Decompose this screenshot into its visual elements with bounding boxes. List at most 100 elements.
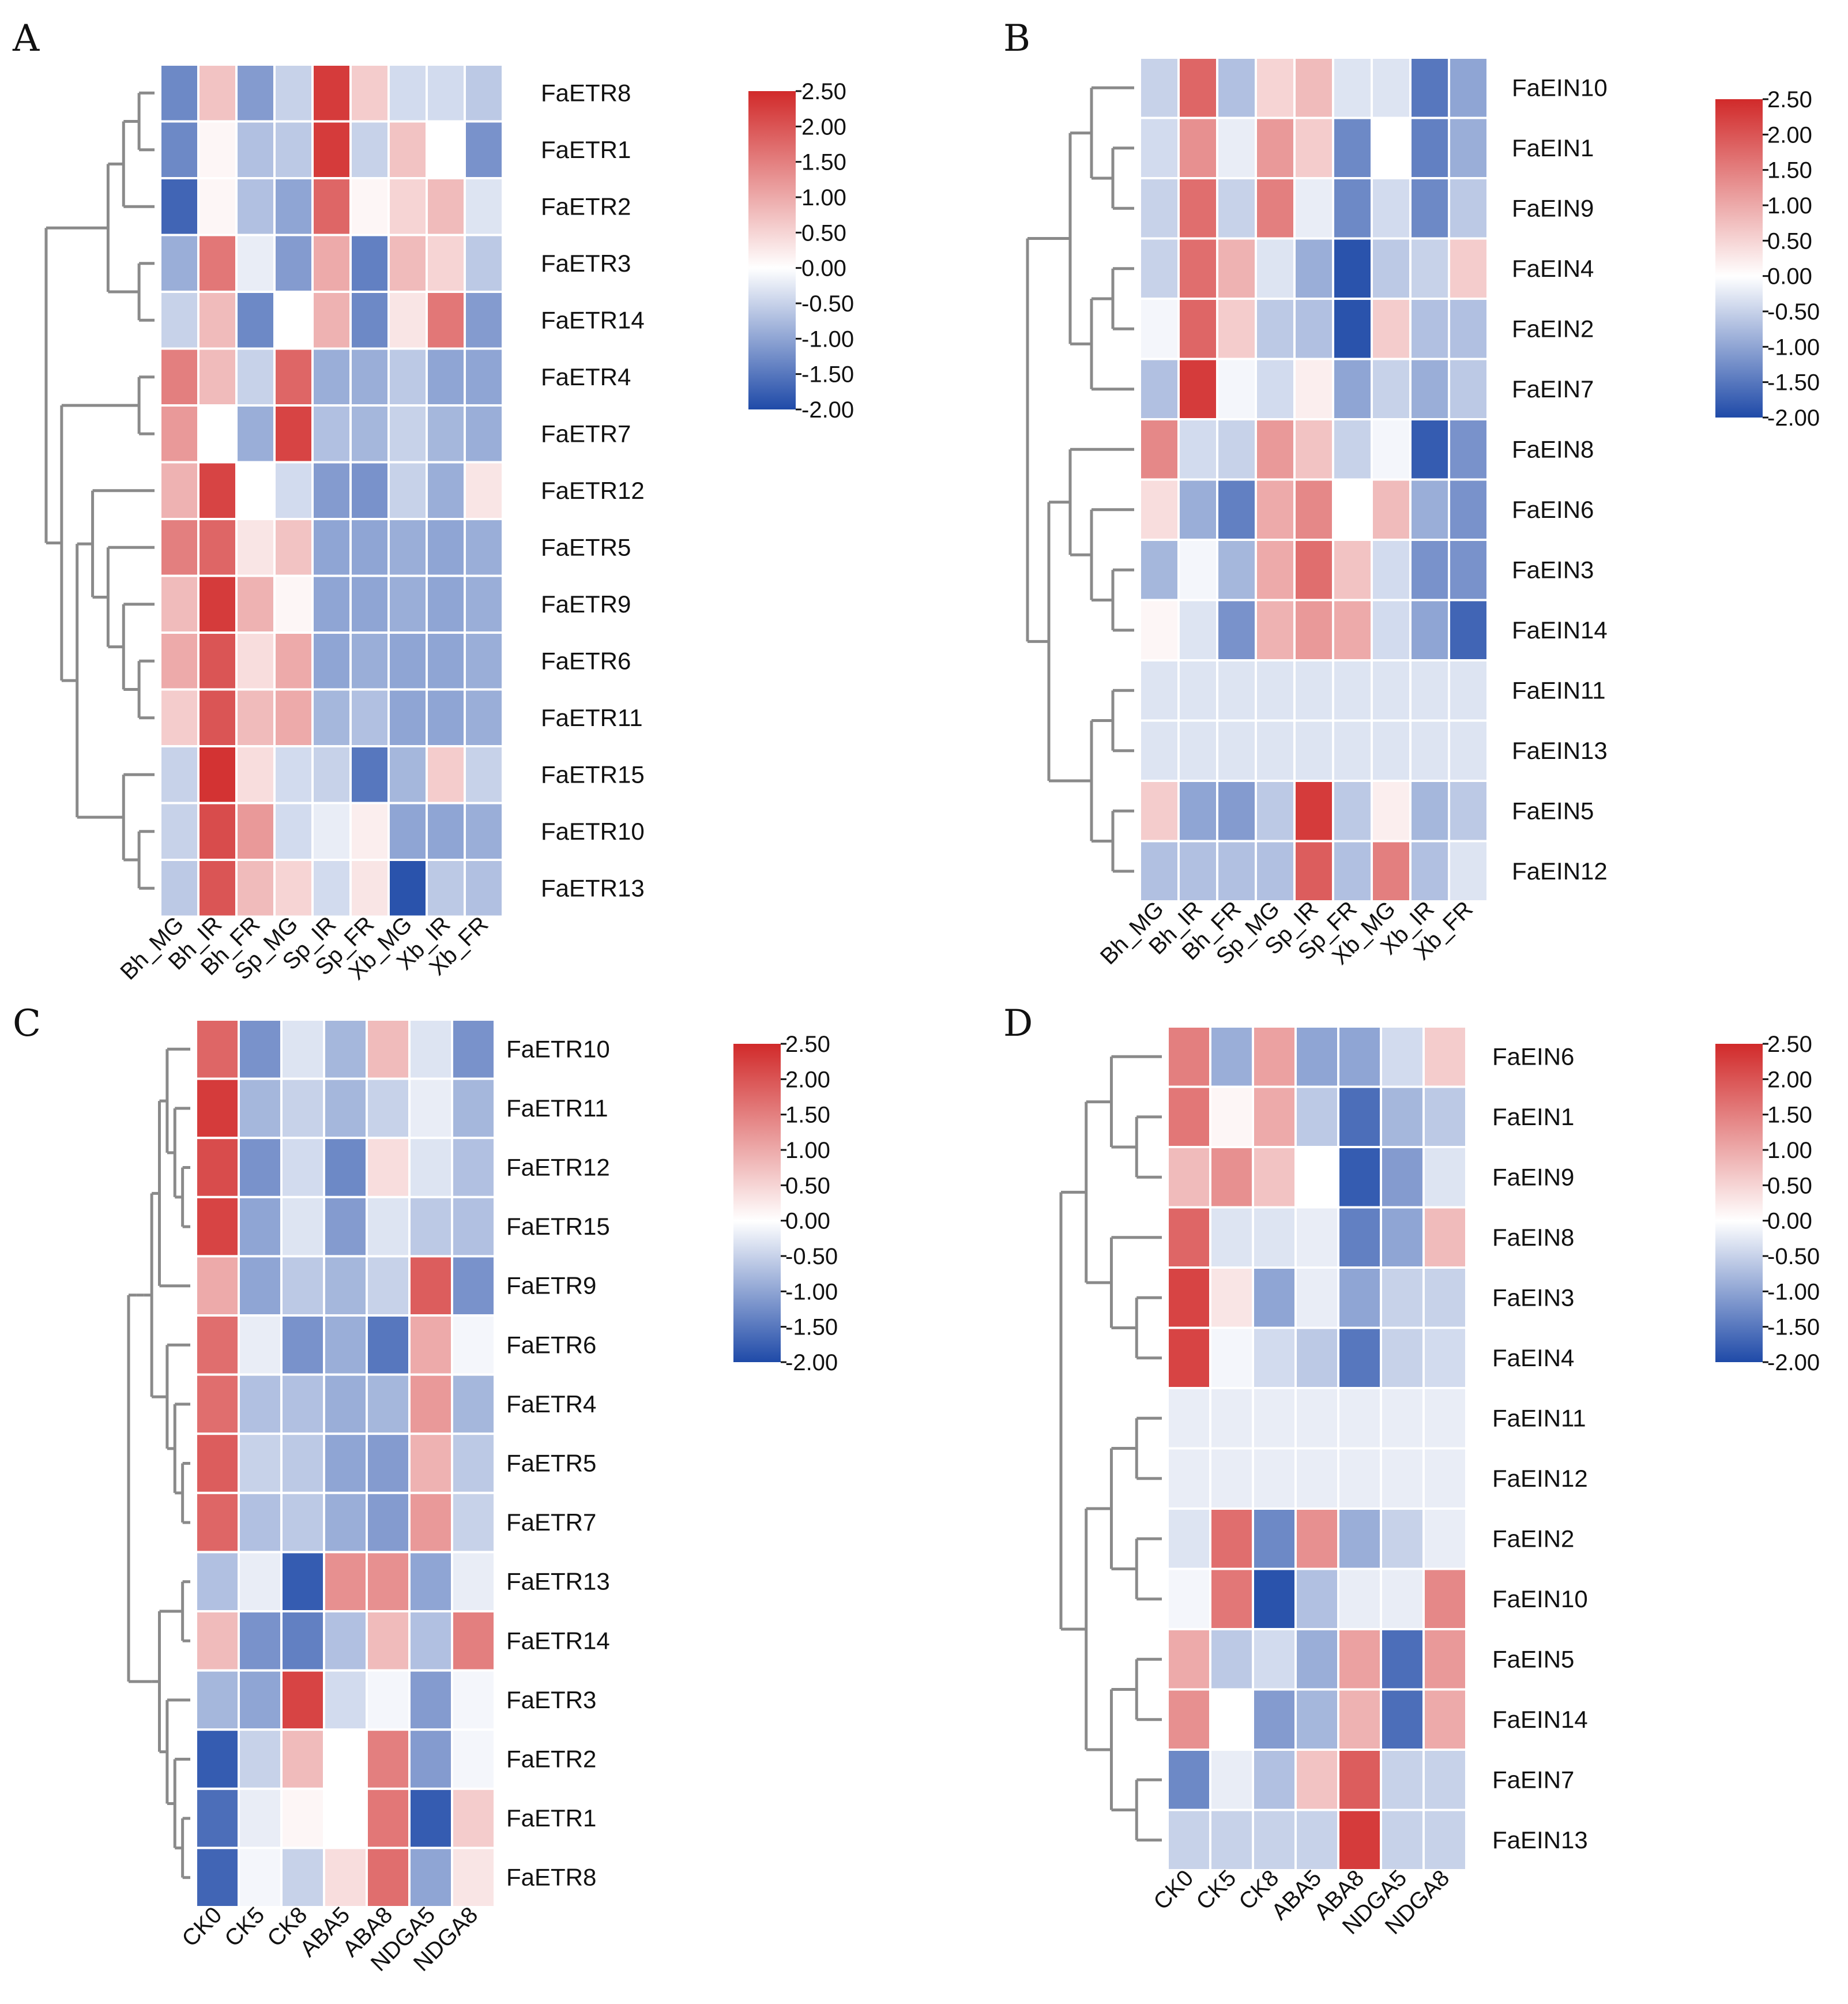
row-label: FaEIN4 — [1492, 1344, 1574, 1371]
heatmap-cell — [451, 1255, 496, 1317]
heatmap-cell — [426, 745, 466, 804]
heatmap-cell — [1177, 539, 1218, 601]
heatmap-cell — [1293, 780, 1334, 843]
heatmap-cell — [349, 802, 390, 861]
heatmap-cell — [1448, 719, 1489, 782]
heatmap-cell — [426, 234, 466, 293]
heatmap-cell — [387, 177, 428, 236]
heatmap-cell — [323, 1373, 368, 1435]
heatmap-cell — [280, 1314, 325, 1376]
colorbar-tick-label: 0.50 — [801, 220, 846, 246]
heatmap-cell — [1293, 358, 1334, 420]
heatmap-cell — [197, 347, 238, 407]
heatmap-cell — [1409, 659, 1450, 722]
heatmap-cell — [235, 177, 276, 236]
heatmap-cell — [280, 1669, 325, 1731]
heatmap-cell — [1216, 298, 1257, 360]
heatmap-cell — [238, 1728, 283, 1790]
heatmap-cell — [408, 1491, 453, 1554]
heatmap-cell — [1448, 177, 1489, 240]
row-label: FaETR15 — [506, 1213, 610, 1240]
colorbar-tick-label: -2.00 — [785, 1350, 838, 1375]
heatmap-cell — [235, 745, 276, 804]
heatmap-cell — [1177, 719, 1218, 782]
heatmap-cell — [1255, 719, 1296, 782]
heatmap-cell — [1409, 418, 1450, 481]
heatmap-cell — [451, 1491, 496, 1554]
row-label: FaETR14 — [506, 1627, 610, 1654]
heatmap-cell — [1166, 1387, 1211, 1450]
colorbar — [748, 91, 796, 409]
heatmap-cell — [1166, 1085, 1211, 1148]
heatmap-cell — [349, 291, 390, 350]
heatmap-cell — [1337, 1025, 1382, 1088]
heatmap-cell — [1294, 1266, 1339, 1329]
heatmap-cell — [426, 461, 466, 520]
colorbar — [1715, 1044, 1763, 1362]
heatmap-cell — [1337, 1387, 1382, 1450]
heatmap-cell — [1255, 116, 1296, 179]
heatmap-cell — [387, 461, 428, 520]
row-label: FaEIN4 — [1512, 255, 1594, 282]
heatmap-cell — [159, 234, 200, 293]
row-label: FaEIN2 — [1512, 315, 1594, 342]
row-label: FaETR12 — [506, 1154, 610, 1181]
heatmap-cell — [1332, 177, 1373, 240]
heatmap-cell — [1209, 1266, 1254, 1329]
heatmap-cell — [451, 1195, 496, 1258]
heatmap-cell — [159, 574, 200, 634]
heatmap-cell — [159, 63, 200, 123]
panel-B: B FaEIN10 FaEIN1 FaEIN9 FaEIN4 FaEIN2 FaEIN7 Fa… — [1003, 17, 1820, 969]
heatmap-cell — [1166, 1326, 1211, 1389]
heatmap-cell — [1255, 358, 1296, 420]
heatmap-cell — [1371, 840, 1412, 903]
heatmap-cell — [1255, 539, 1296, 601]
heatmap-cell — [273, 347, 314, 407]
heatmap-cell — [273, 518, 314, 577]
heatmap-cell — [408, 1787, 453, 1849]
heatmap-cell — [1371, 659, 1412, 722]
heatmap-cell — [1332, 358, 1373, 420]
heatmap-cell — [408, 1373, 453, 1435]
heatmap-cell — [280, 1491, 325, 1554]
heatmap-cell — [464, 177, 504, 236]
panel-A: A FaETR8 FaETR1 FaETR2 FaETR3 FaETR14 FaETR4 Fa… — [12, 17, 854, 985]
heatmap-cell — [159, 631, 200, 691]
heatmap-cell — [311, 404, 352, 464]
heatmap-cell — [1380, 1809, 1425, 1871]
heatmap-cell — [349, 745, 390, 804]
row-label: FaETR11 — [541, 704, 643, 731]
heatmap-cell — [464, 234, 504, 293]
heatmap-cell — [1255, 599, 1296, 661]
heatmap-cell — [387, 291, 428, 350]
colorbar-tick-label: 2.00 — [785, 1067, 830, 1092]
heatmap-cell — [1448, 478, 1489, 541]
heatmap-cell — [366, 1137, 411, 1198]
heatmap-cell — [1255, 418, 1296, 481]
heatmap-cell — [1448, 599, 1489, 661]
heatmap-cell — [1294, 1628, 1339, 1691]
heatmap-cell — [323, 1787, 368, 1849]
heatmap-cell — [426, 688, 466, 747]
heatmap-cell — [464, 745, 504, 804]
heatmap-cell — [195, 1610, 240, 1672]
row-label: FaETR8 — [506, 1864, 596, 1891]
heatmap-cell — [1294, 1507, 1339, 1570]
heatmap-cell — [311, 461, 352, 520]
row-label: FaETR7 — [541, 420, 631, 447]
heatmap-cell — [197, 802, 238, 861]
row-label: FaETR15 — [541, 761, 645, 788]
heatmap-cell — [235, 574, 276, 634]
heatmap-cell — [238, 1018, 283, 1080]
heatmap-cell — [1209, 1688, 1254, 1751]
row-label: FaETR3 — [541, 250, 631, 277]
heatmap-cell — [1337, 1146, 1382, 1209]
row-label: FaETR10 — [541, 818, 645, 845]
heatmap-cell — [387, 347, 428, 407]
heatmap-cell — [159, 518, 200, 577]
heatmap-cell — [1380, 1447, 1425, 1510]
heatmap-cell — [280, 1255, 325, 1317]
colorbar-tick-label: -1.00 — [801, 326, 854, 352]
heatmap-cell — [1337, 1326, 1382, 1389]
